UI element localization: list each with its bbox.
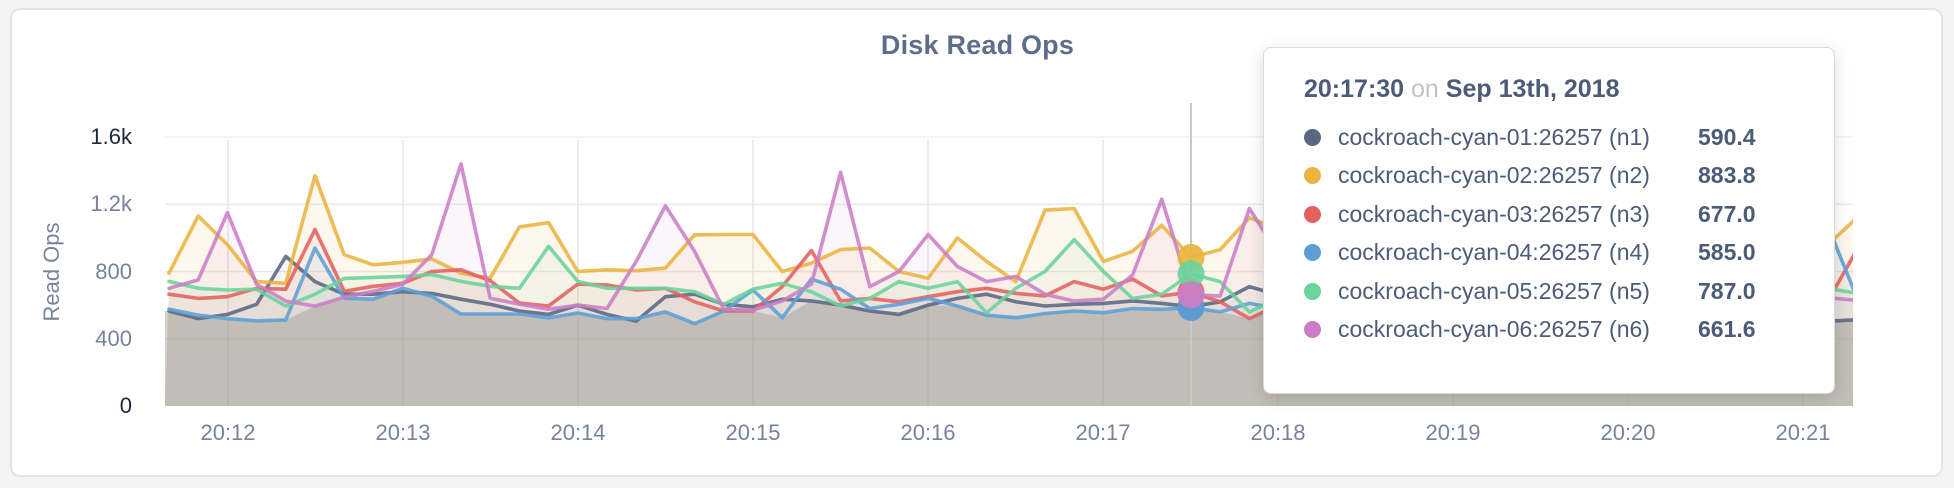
- y-tick-label: 0: [119, 393, 132, 418]
- series-color-dot-icon: [1304, 128, 1321, 146]
- x-tick-label: 20:12: [200, 420, 256, 445]
- y-tick-label: 1.6k: [90, 124, 132, 149]
- hover-tooltip: 20:17:30 on Sep 13th, 2018 cockroach-cya…: [1263, 47, 1835, 394]
- tooltip-series-value: 883.8: [1698, 162, 1756, 189]
- tooltip-series-value: 590.4: [1698, 123, 1756, 150]
- series-color-dot-icon: [1304, 282, 1321, 300]
- hover-dot[interactable]: [1177, 281, 1205, 309]
- series-color-dot-icon: [1304, 321, 1321, 339]
- y-tick-label: 400: [95, 325, 132, 351]
- tooltip-row: cockroach-cyan-01:26257 (n1) 590.4: [1304, 118, 1804, 157]
- tooltip-series-name: cockroach-cyan-02:26257 (n2): [1338, 162, 1650, 189]
- series-color-dot-icon: [1304, 244, 1321, 262]
- y-tick-label: 800: [95, 258, 132, 284]
- tooltip-time: 20:17:30: [1304, 75, 1405, 103]
- tooltip-rows: cockroach-cyan-01:26257 (n1) 590.4 cockroa…: [1304, 118, 1804, 349]
- x-tick-label: 20:21: [1775, 420, 1831, 445]
- x-tick-label: 20:18: [1250, 420, 1306, 445]
- x-tick-label: 20:13: [375, 420, 431, 445]
- tooltip-series-value: 585.0: [1698, 239, 1756, 266]
- tooltip-series-value: 661.6: [1698, 316, 1756, 343]
- tooltip-row: cockroach-cyan-05:26257 (n5) 787.0: [1304, 272, 1804, 311]
- tooltip-row: cockroach-cyan-04:26257 (n4) 585.0: [1304, 234, 1804, 273]
- x-tick-label: 20:19: [1425, 420, 1481, 445]
- hover-dot[interactable]: [1177, 260, 1205, 288]
- x-tick-label: 20:17: [1075, 420, 1131, 445]
- tooltip-on-word: on: [1411, 75, 1439, 103]
- chart-title: Disk Read Ops: [880, 30, 1075, 60]
- tooltip-row: cockroach-cyan-03:26257 (n3) 677.0: [1304, 195, 1804, 234]
- tooltip-row: cockroach-cyan-02:26257 (n2) 883.8: [1304, 157, 1804, 196]
- tooltip-series-name: cockroach-cyan-04:26257 (n4): [1338, 239, 1650, 266]
- tooltip-date: Sep 13th, 2018: [1445, 75, 1620, 103]
- x-tick-label: 20:14: [550, 420, 606, 445]
- x-tick-label: 20:20: [1600, 420, 1656, 445]
- x-tick-label: 20:15: [725, 420, 781, 445]
- tooltip-series-name: cockroach-cyan-03:26257 (n3): [1338, 200, 1650, 227]
- series-color-dot-icon: [1304, 205, 1321, 223]
- x-tick-label: 20:16: [900, 420, 956, 445]
- tooltip-series-value: 677.0: [1698, 200, 1756, 227]
- tooltip-series-name: cockroach-cyan-05:26257 (n5): [1338, 277, 1650, 304]
- y-tick-label: 1.2k: [90, 191, 132, 217]
- tooltip-series-value: 787.0: [1698, 277, 1756, 304]
- tooltip-series-name: cockroach-cyan-01:26257 (n1): [1338, 123, 1650, 150]
- tooltip-header: 20:17:30 on Sep 13th, 2018: [1304, 75, 1804, 104]
- tooltip-series-name: cockroach-cyan-06:26257 (n6): [1338, 316, 1650, 343]
- tooltip-row: cockroach-cyan-06:26257 (n6) 661.6: [1304, 311, 1804, 350]
- series-color-dot-icon: [1304, 167, 1321, 185]
